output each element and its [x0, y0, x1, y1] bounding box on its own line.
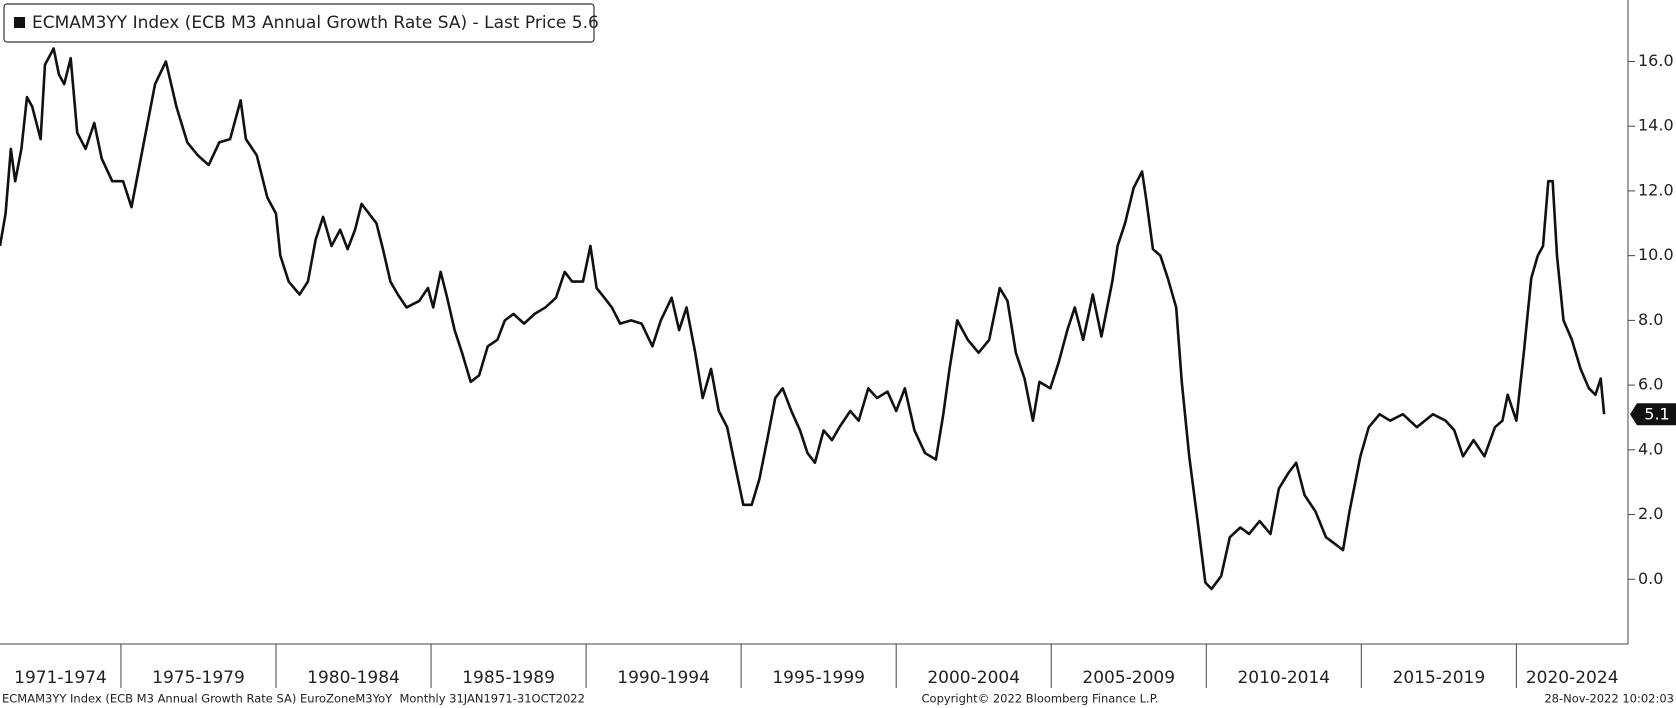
y-tick-label: 12.0	[1638, 180, 1674, 199]
x-period-label: 2015-2019	[1393, 668, 1486, 688]
y-tick-label: 10.0	[1638, 245, 1674, 264]
y-tick-label: 6.0	[1638, 375, 1663, 394]
footer-center: Copyright© 2022 Bloomberg Finance L.P.	[922, 692, 1159, 706]
x-period-label: 2000-2004	[927, 668, 1020, 688]
y-tick-label: 14.0	[1638, 116, 1674, 135]
x-period-label: 1971-1974	[14, 668, 107, 688]
x-period-label: 1985-1989	[462, 668, 555, 688]
x-period-label: 2005-2009	[1082, 668, 1175, 688]
legend-swatch	[14, 17, 25, 28]
footer-left: ECMAM3YY Index (ECB M3 Annual Growth Rat…	[2, 692, 585, 706]
x-period-label: 1975-1979	[152, 668, 245, 688]
y-tick-label: 8.0	[1638, 310, 1663, 329]
footer-right: 28-Nov-2022 10:02:03	[1544, 692, 1674, 706]
x-period-label: 2020-2024	[1526, 668, 1619, 688]
y-tick-label: 0.0	[1638, 569, 1663, 588]
x-period-label: 1980-1984	[307, 668, 400, 688]
y-tick-label: 4.0	[1638, 439, 1663, 458]
x-period-label: 1995-1999	[772, 668, 865, 688]
legend-box	[3, 3, 595, 43]
last-value-box	[1630, 403, 1676, 426]
series-line	[0, 47, 1606, 591]
y-tick-label: 16.0	[1638, 51, 1674, 70]
x-period-label: 2010-2014	[1237, 668, 1330, 688]
last-value-label: 5.1	[1644, 405, 1669, 424]
x-period-label: 1990-1994	[617, 668, 710, 688]
y-tick-label: 2.0	[1638, 504, 1663, 523]
legend: ECMAM3YY Index (ECB M3 Annual Growth Rat…	[3, 3, 599, 43]
legend-text: ECMAM3YY Index (ECB M3 Annual Growth Rat…	[32, 13, 599, 33]
